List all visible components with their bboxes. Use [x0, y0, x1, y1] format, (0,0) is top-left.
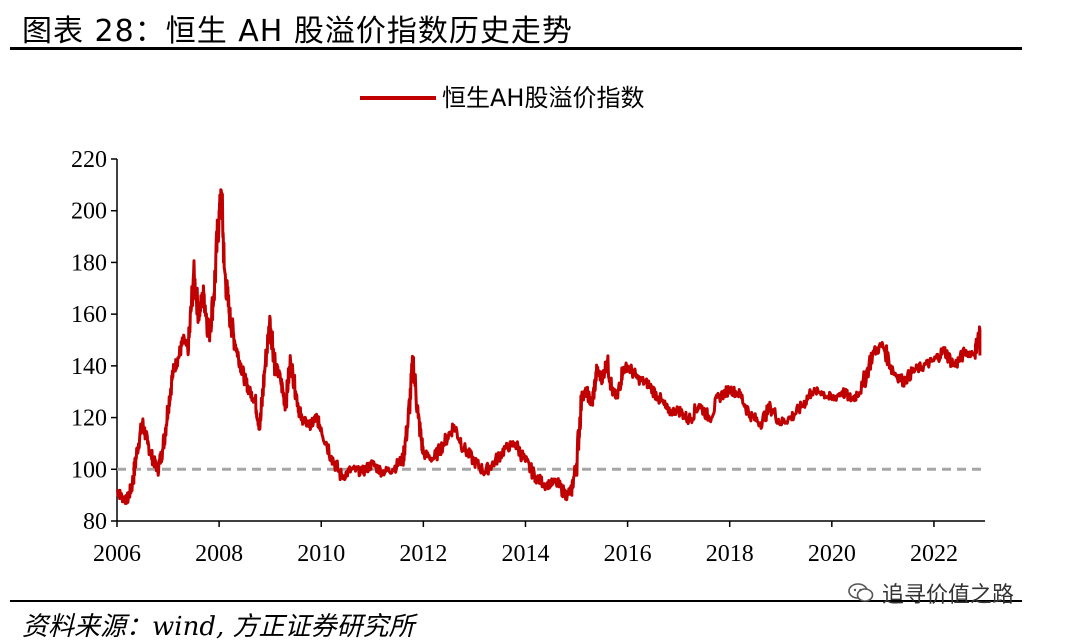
- figure-title: 图表 28：恒生 AH 股溢价指数历史走势: [22, 14, 573, 49]
- y-tick-label: 140: [71, 354, 107, 380]
- x-tick-label: 2006: [93, 541, 141, 567]
- x-tick-label: 2022: [910, 541, 958, 567]
- x-tick-label: 2008: [195, 541, 243, 567]
- x-tick-label: 2010: [297, 541, 345, 567]
- x-tick-label: 2020: [808, 541, 856, 567]
- y-tick-label: 100: [71, 457, 107, 483]
- footer-rule: [10, 600, 1022, 602]
- x-tick-label: 2018: [706, 541, 754, 567]
- title-rule: [10, 47, 1022, 50]
- y-tick-label: 180: [71, 250, 107, 276]
- y-tick-label: 220: [71, 147, 107, 173]
- wechat-icon: [848, 583, 874, 602]
- source-note: 资料来源：wind, 方正证券研究所: [22, 612, 415, 642]
- y-tick-label: 200: [71, 199, 107, 225]
- x-tick-label: 2014: [501, 541, 549, 567]
- series-line-ah-premium: [115, 188, 982, 505]
- y-tick-label: 160: [71, 302, 107, 328]
- x-tick-label: 2016: [604, 541, 652, 567]
- plot-area: [115, 188, 982, 505]
- watermark-text: 追寻价值之路: [882, 583, 1015, 608]
- line-chart: 恒生AH股溢价指数 80 100 120 140 160 180 200 220 2006 200…: [71, 84, 985, 567]
- legend: 恒生AH股溢价指数: [360, 84, 644, 112]
- x-tick-label: 2012: [399, 541, 447, 567]
- y-tick-label: 80: [83, 509, 107, 535]
- y-tick-label: 120: [71, 406, 107, 432]
- axes: 80 100 120 140 160 180 200 220 2006 2008 2010 2012 2…: [71, 147, 985, 567]
- legend-label: 恒生AH股溢价指数: [442, 84, 644, 112]
- watermark: 追寻价值之路: [848, 577, 1014, 609]
